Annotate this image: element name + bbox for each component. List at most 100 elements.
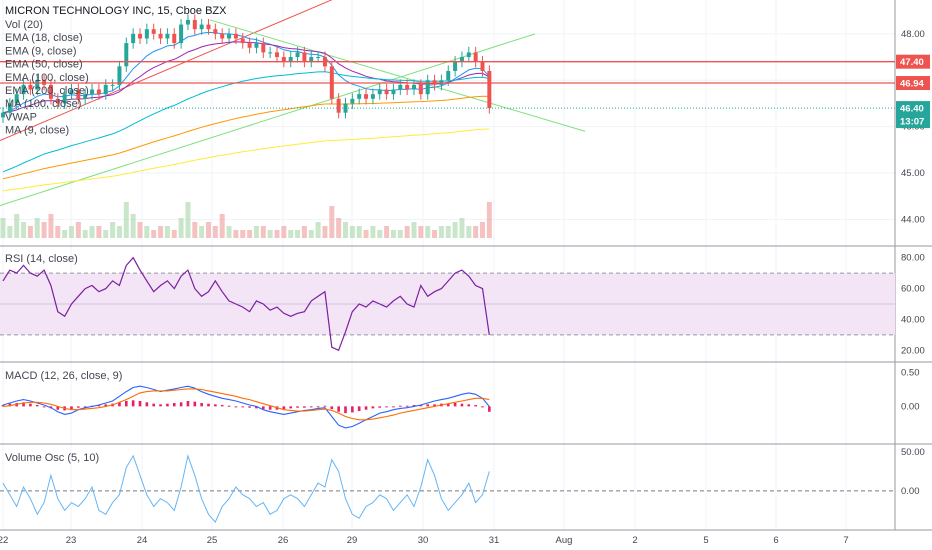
volume-bar <box>260 226 266 238</box>
chart-title: MICRON TECHNOLOGY INC, 15, Cboe BZX <box>5 5 227 17</box>
macd-hist-bar <box>481 406 484 408</box>
volume-bar <box>308 230 314 238</box>
volume-bar <box>336 218 342 238</box>
volume-bar <box>466 226 472 238</box>
candle-body <box>48 84 53 99</box>
candle-body <box>220 33 225 39</box>
candle-body <box>364 94 369 99</box>
last-price-label: 46.40 <box>900 104 924 115</box>
candle-body <box>295 52 300 58</box>
grid-lines <box>0 0 895 530</box>
macd-hist-bar <box>227 405 231 407</box>
volume-bar <box>110 222 116 238</box>
volume-bar <box>185 202 191 238</box>
macd-hist-bar <box>351 406 354 413</box>
price-tag <box>896 54 930 69</box>
volume-bar <box>158 226 164 238</box>
rsi-line <box>2 256 490 352</box>
macd-hist-bar <box>399 405 402 407</box>
candle-body <box>110 84 115 86</box>
volume-bar <box>226 226 232 238</box>
volume-bar <box>219 214 225 238</box>
candle-body <box>1 112 5 118</box>
macd-hist-bar <box>214 404 217 407</box>
candle-body <box>261 43 266 53</box>
price-tags: 47.40 46.94 46.40 13:07 <box>896 54 930 129</box>
macd-hist-bar <box>220 405 224 407</box>
legend-entry: Vol (20) <box>5 19 43 31</box>
candle-body <box>103 84 108 95</box>
macd-line <box>2 385 490 429</box>
macd-title[interactable]: MACD (12, 26, close, 9) <box>5 370 122 382</box>
volume-bar <box>473 226 479 238</box>
last-price-tag <box>896 101 930 129</box>
volume-bar <box>34 218 40 238</box>
macd-hist-bar <box>474 405 477 407</box>
volume-bar <box>411 222 417 238</box>
macd-hist-bar <box>77 406 80 408</box>
volume-bar <box>21 222 27 238</box>
price-tag-label: 47.40 <box>900 57 924 68</box>
volume-bar <box>288 230 294 238</box>
volume-bar <box>295 230 301 238</box>
macd-hist-bar <box>385 406 388 408</box>
legend-entry: MA (9, close) <box>5 125 69 137</box>
macd-hist-bar <box>296 406 299 408</box>
volume-bar <box>445 226 451 238</box>
candle-body <box>240 38 245 44</box>
volume-bar <box>137 222 143 238</box>
legend-entry: EMA (18, close) <box>5 32 83 44</box>
candlesticks[interactable] <box>1 14 492 123</box>
candle-body <box>158 33 163 39</box>
candle-body <box>418 84 423 95</box>
legend-entry: EMA (50, close) <box>5 59 83 71</box>
candle-body <box>370 94 375 99</box>
macd-hist-bar <box>419 405 423 407</box>
pane-borders <box>0 0 932 531</box>
candle-body <box>487 70 492 109</box>
macd-y-tick: 0.50 <box>901 368 920 379</box>
macd-hist-bar <box>282 406 286 410</box>
macd-hist-bar <box>42 406 46 408</box>
macd-hist-bar <box>330 406 334 410</box>
price-tag-label: 46.94 <box>900 79 924 90</box>
candle-body <box>268 52 273 54</box>
macd-hist-bar <box>262 406 265 410</box>
volume-osc-title[interactable]: Volume Osc (5, 10) <box>5 452 99 464</box>
horizontal-levels[interactable] <box>0 61 895 109</box>
volume-bars <box>0 202 492 238</box>
macd-hist-bar <box>186 400 190 407</box>
volume-bar <box>384 226 390 238</box>
candle-body <box>172 33 177 44</box>
macd-hist-bar <box>467 404 471 407</box>
candle-body <box>316 57 321 59</box>
volume-bar <box>315 222 321 238</box>
volume-bar <box>164 226 170 238</box>
volume-bar <box>41 222 47 238</box>
x-tick-label: 7 <box>843 535 848 546</box>
volume-bar <box>123 202 129 238</box>
x-tick-label: 23 <box>66 535 77 546</box>
trend-lines[interactable] <box>0 0 586 206</box>
candle-body <box>185 19 190 25</box>
macd-y-tick: 0.00 <box>901 401 920 412</box>
volume-bar <box>349 226 355 238</box>
volume-bar <box>199 226 205 238</box>
x-axis-ticks: 22 23 24 25 26 29 30 31 Aug 2 5 6 7 <box>0 535 849 546</box>
candle-body <box>227 33 232 39</box>
macd-hist-bar <box>309 406 313 408</box>
y-axis-ticks: 48.0047.0046.0045.0044.0080.0060.0040.00… <box>901 29 925 497</box>
candle-body <box>213 29 218 34</box>
volume-bar <box>404 226 410 238</box>
volume-bar <box>370 226 376 238</box>
macd-hist-bar <box>433 404 436 407</box>
x-tick-label: 25 <box>207 535 218 546</box>
candle-body <box>453 61 458 71</box>
macd-hist-bar <box>104 404 108 407</box>
trend-line <box>209 19 586 132</box>
rsi-title[interactable]: RSI (14, close) <box>5 253 78 265</box>
macd-hist-bar <box>241 406 245 408</box>
volume-bar <box>75 222 81 238</box>
macd-hist-bar <box>159 404 162 407</box>
